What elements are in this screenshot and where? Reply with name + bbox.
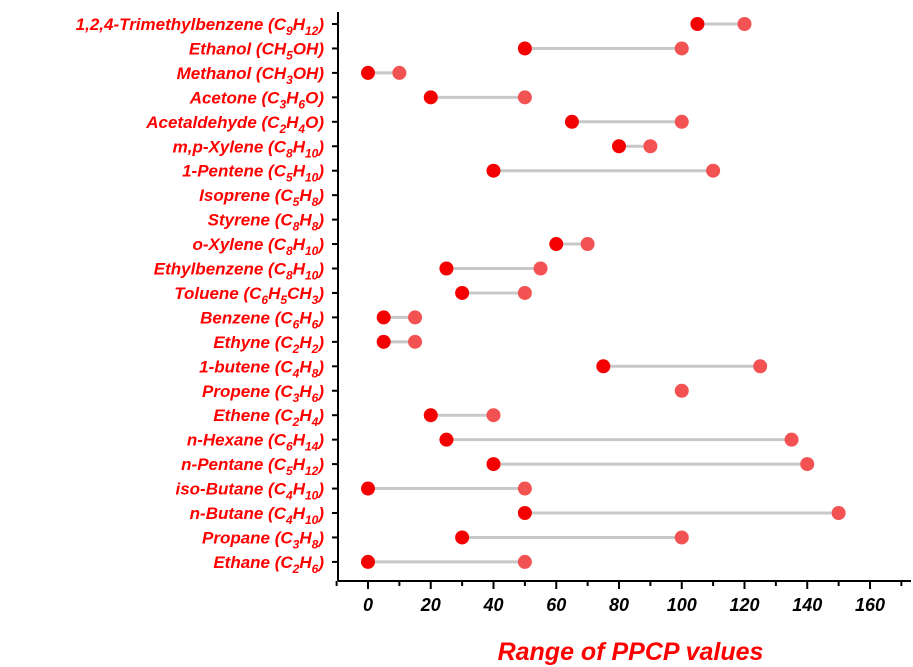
min-point: [612, 139, 626, 154]
category-label: 1,2,4-Trimethylbenzene (C9H12): [76, 15, 325, 38]
x-tick-label: 60: [546, 595, 566, 615]
category-label: Methanol (CH3OH): [177, 64, 325, 87]
connector-lines: [368, 22, 839, 564]
max-point: [674, 114, 689, 129]
max-point: [517, 554, 532, 569]
min-point: [361, 481, 375, 496]
min-point: [376, 334, 391, 349]
x-tick-label: 160: [855, 595, 885, 615]
category-label: Propene (C3H6): [202, 382, 324, 405]
max-point: [580, 237, 595, 252]
min-point: [439, 261, 454, 276]
axes: 0 20 40 60 80 100 120 140 160: [332, 12, 911, 615]
category-label: Acetone (C3H6O): [189, 88, 325, 111]
min-point: [564, 114, 579, 129]
max-point: [533, 261, 548, 276]
min-point: [455, 530, 470, 545]
category-label: m,p-Xylene (C8H10): [173, 137, 325, 160]
category-label: n-Hexane (C6H14): [187, 431, 325, 454]
min-point: [549, 237, 564, 252]
max-point: [800, 457, 815, 472]
min-point: [486, 163, 501, 178]
category-label: Toluene (C6H5CH3): [174, 284, 324, 307]
x-tick-label: 120: [729, 595, 759, 615]
data-points: [361, 17, 846, 569]
max-point: [517, 481, 532, 496]
max-point: [737, 17, 752, 31]
min-point: [517, 506, 532, 520]
min-point: [423, 408, 438, 423]
x-tick-label: 20: [420, 595, 441, 615]
max-point: [674, 383, 689, 398]
min-point: [439, 432, 454, 447]
category-label: n-Butane (C4H10): [190, 504, 325, 527]
category-label: Ethylbenzene (C8H10): [154, 260, 325, 283]
min-point: [596, 359, 611, 374]
category-label: 1-butene (C4H8): [199, 357, 324, 380]
max-point: [674, 41, 689, 56]
min-point: [376, 310, 391, 325]
min-point: [455, 285, 470, 300]
min-point: [517, 41, 532, 56]
max-point: [674, 530, 689, 545]
x-tick-label: 0: [363, 595, 373, 615]
x-axis-title: Range of PPCP values: [498, 638, 764, 666]
min-point: [486, 457, 501, 472]
category-label: Ethanol (CH5OH): [189, 39, 324, 62]
min-point: [361, 554, 375, 569]
category-label: 1-Pentene (C5H10): [182, 162, 324, 185]
max-point: [392, 65, 407, 80]
category-label: o-Xylene (C8H10): [192, 235, 324, 258]
category-label: Isoprene (C5H8): [199, 186, 324, 209]
category-label: Benzene (C6H6): [200, 308, 324, 331]
x-tick-label: 140: [792, 595, 822, 615]
max-point: [753, 359, 768, 374]
x-tick-label: 80: [609, 595, 629, 615]
max-point: [831, 506, 846, 520]
category-label: iso-Butane (C4H10): [176, 480, 325, 503]
category-label: n-Pentane (C5H12): [181, 455, 324, 478]
max-point: [408, 310, 423, 325]
min-point: [361, 65, 375, 80]
max-point: [517, 90, 532, 105]
min-point: [423, 90, 438, 105]
max-point: [784, 432, 799, 447]
x-tick-label: 40: [482, 595, 503, 615]
category-label: Ethane (C2H6): [213, 553, 324, 576]
min-point: [690, 17, 705, 31]
category-label: Styrene (C8H8): [208, 211, 325, 234]
max-point: [706, 163, 721, 178]
category-labels: 1,2,4-Trimethylbenzene (C9H12)Ethanol (C…: [76, 15, 325, 576]
category-label: Ethene (C2H4): [213, 406, 324, 429]
category-label: Propane (C3H8): [202, 528, 324, 551]
x-tick-label: 100: [667, 595, 697, 615]
max-point: [486, 408, 501, 423]
max-point: [517, 285, 532, 300]
category-label: Ethyne (C2H2): [213, 333, 324, 356]
max-point: [408, 334, 423, 349]
category-label: Acetaldehyde (C2H4O): [145, 113, 324, 136]
max-point: [643, 139, 658, 154]
